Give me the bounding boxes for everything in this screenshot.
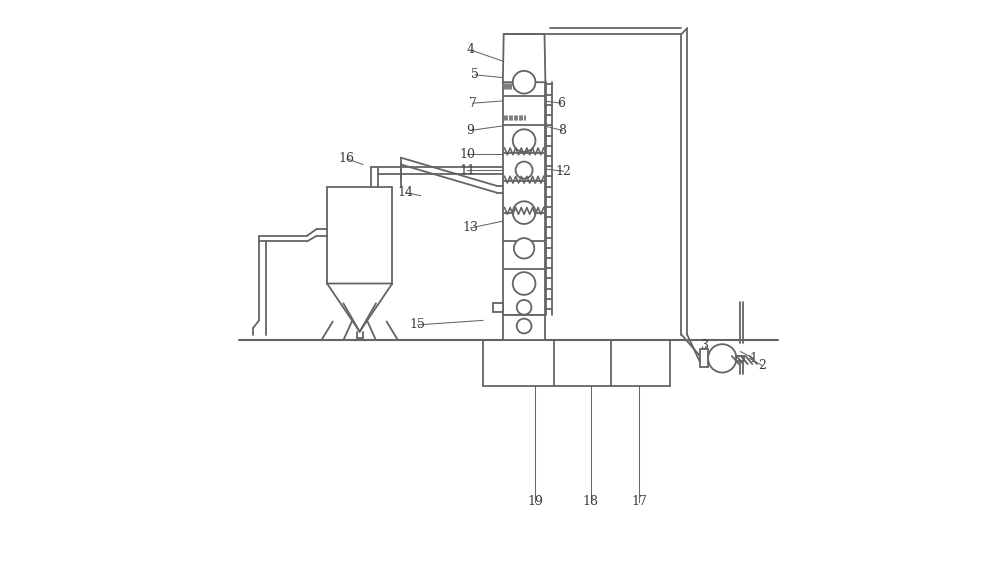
- Text: 16: 16: [339, 153, 355, 165]
- Circle shape: [517, 300, 531, 315]
- Text: 4: 4: [467, 44, 475, 56]
- Text: 19: 19: [527, 496, 543, 508]
- Text: 9: 9: [467, 124, 474, 137]
- Text: 1: 1: [749, 352, 757, 365]
- Text: 15: 15: [410, 319, 426, 331]
- Text: 3: 3: [701, 340, 709, 352]
- Circle shape: [516, 162, 533, 179]
- Text: 2: 2: [759, 359, 766, 372]
- Bar: [503, 315, 545, 340]
- Polygon shape: [327, 284, 392, 332]
- Text: 11: 11: [459, 164, 475, 176]
- Polygon shape: [503, 34, 545, 82]
- Text: 13: 13: [463, 222, 479, 234]
- Bar: [503, 82, 545, 315]
- Text: 18: 18: [583, 496, 599, 508]
- Text: 6: 6: [557, 97, 565, 109]
- Text: 10: 10: [459, 148, 475, 160]
- Circle shape: [513, 201, 535, 224]
- Text: 14: 14: [398, 187, 414, 199]
- Circle shape: [517, 319, 531, 333]
- Bar: [327, 187, 392, 284]
- Circle shape: [513, 272, 535, 295]
- Text: 8: 8: [558, 124, 566, 137]
- Bar: [736, 356, 744, 361]
- Text: 17: 17: [631, 496, 647, 508]
- Bar: [700, 349, 708, 367]
- Text: 7: 7: [469, 97, 477, 109]
- Circle shape: [708, 344, 736, 373]
- Text: 5: 5: [471, 69, 479, 81]
- Text: 12: 12: [556, 165, 571, 177]
- Circle shape: [514, 238, 534, 259]
- Bar: [493, 303, 503, 312]
- Circle shape: [513, 129, 535, 152]
- Circle shape: [513, 71, 535, 94]
